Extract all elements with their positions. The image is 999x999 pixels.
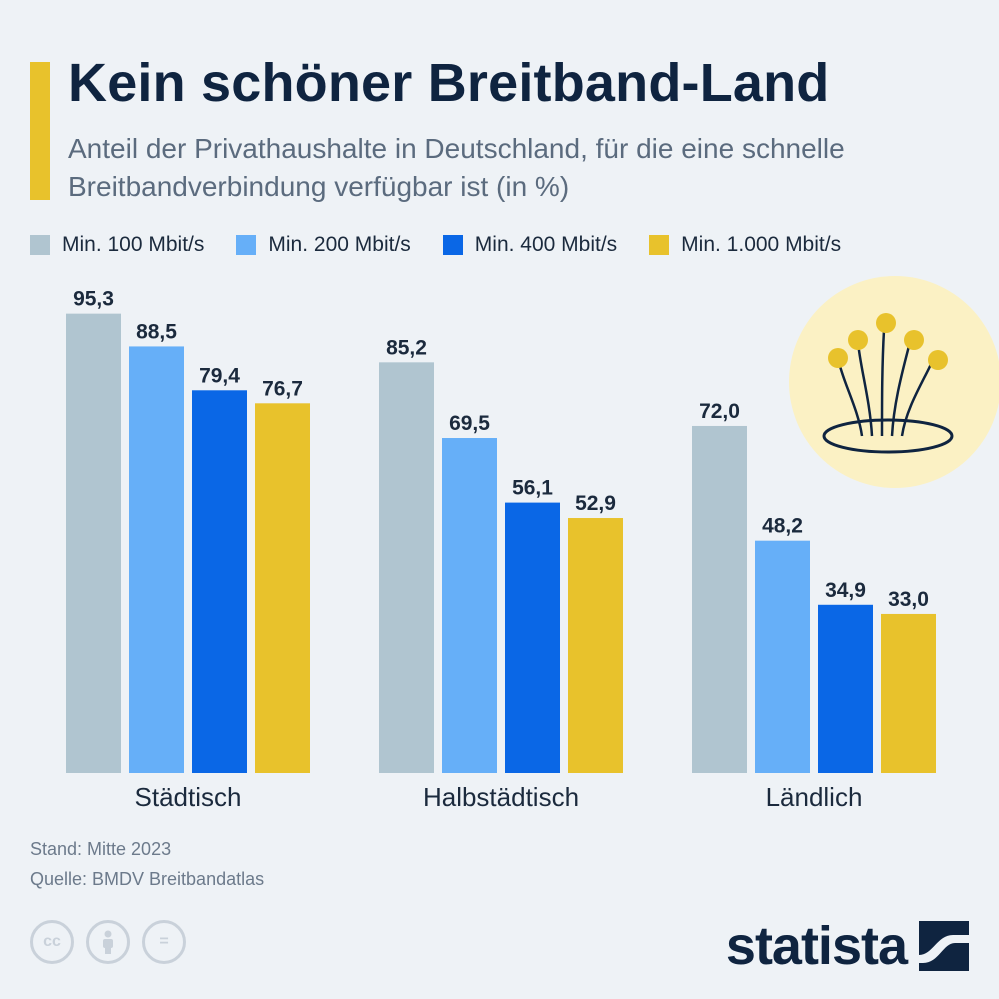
title-accent-bar [30, 62, 50, 200]
category-labels-group: Städtisch Halbstädtisch Ländlich [135, 782, 863, 812]
legend: Min. 100 Mbit/s Min. 200 Mbit/s Min. 400… [30, 232, 841, 258]
bar-chart: 95,3 88,5 79,4 76,7 85,2 69,5 56,1 52,9 72,0 48,2… [66, 276, 999, 812]
fiber-optic-icon [789, 276, 999, 488]
legend-swatch-100 [30, 235, 50, 255]
statista-mark-icon [919, 921, 969, 971]
legend-item-1000: Min. 1.000 Mbit/s [649, 233, 841, 257]
category-label-0: Städtisch [135, 782, 242, 812]
category-label-2: Ländlich [766, 782, 863, 812]
footnotes: Stand: Mitte 2023 Quelle: BMDV Breitband… [30, 834, 264, 894]
bar-1-1 [442, 438, 497, 773]
value-label-0-1: 88,5 [136, 320, 177, 343]
legend-label-200: Min. 200 Mbit/s [268, 233, 411, 256]
legend-swatch-200 [236, 235, 257, 255]
value-label-0-3: 76,7 [262, 377, 303, 400]
value-label-2-3: 33,0 [888, 588, 929, 611]
bar-1-3 [568, 518, 623, 773]
value-labels-group: 95,3 88,5 79,4 76,7 85,2 69,5 56,1 52,9 72,0 48,2… [73, 288, 929, 611]
value-label-1-2: 56,1 [512, 477, 553, 500]
no-derivatives-icon[interactable]: = [142, 920, 186, 964]
cc-icon[interactable]: cc [30, 920, 74, 964]
license-icons: cc = [30, 920, 186, 964]
value-label-1-0: 85,2 [386, 336, 427, 359]
value-label-1-1: 69,5 [449, 412, 490, 435]
bar-2-2 [818, 604, 873, 773]
legend-label-1000: Min. 1.000 Mbit/s [681, 233, 842, 256]
value-label-1-3: 52,9 [575, 492, 616, 515]
bar-1-0 [379, 362, 434, 773]
legend-item-200: Min. 200 Mbit/s [236, 233, 411, 257]
value-label-2-0: 72,0 [699, 400, 740, 423]
legend-swatch-1000 [649, 235, 670, 255]
source-note: Quelle: BMDV Breitbandatlas [30, 869, 265, 889]
value-label-2-1: 48,2 [762, 515, 803, 538]
bar-1-2 [505, 502, 560, 773]
person-icon [103, 930, 113, 954]
legend-item-100: Min. 100 Mbit/s [30, 233, 204, 257]
bar-0-2 [192, 390, 247, 773]
bar-0-1 [129, 346, 184, 773]
bar-2-1 [755, 540, 810, 773]
bar-0-3 [255, 403, 310, 773]
equals-label: = [159, 933, 169, 950]
bar-0-0 [66, 313, 121, 773]
brand-wordmark: statista [725, 916, 908, 976]
value-label-0-2: 79,4 [199, 364, 240, 387]
chart-subtitle: Anteil der Privathaushalte in Deutschlan… [68, 133, 845, 202]
chart-title: Kein schöner Breitband-Land [68, 53, 830, 113]
legend-swatch-400 [442, 235, 463, 255]
legend-label-100: Min. 100 Mbit/s [62, 233, 205, 256]
attribution-icon[interactable] [86, 920, 130, 964]
legend-item-400: Min. 400 Mbit/s [442, 233, 618, 257]
value-label-0-0: 95,3 [73, 288, 114, 311]
statista-logo[interactable]: statista [726, 915, 969, 977]
category-label-1: Halbstädtisch [423, 782, 579, 812]
legend-label-400: Min. 400 Mbit/s [474, 233, 618, 256]
stand-note: Stand: Mitte 2023 [30, 839, 172, 859]
bar-2-0 [692, 425, 747, 773]
bar-2-3 [881, 613, 936, 773]
bars-group [66, 313, 936, 773]
value-label-2-2: 34,9 [825, 579, 866, 602]
cc-label: cc [43, 933, 61, 950]
